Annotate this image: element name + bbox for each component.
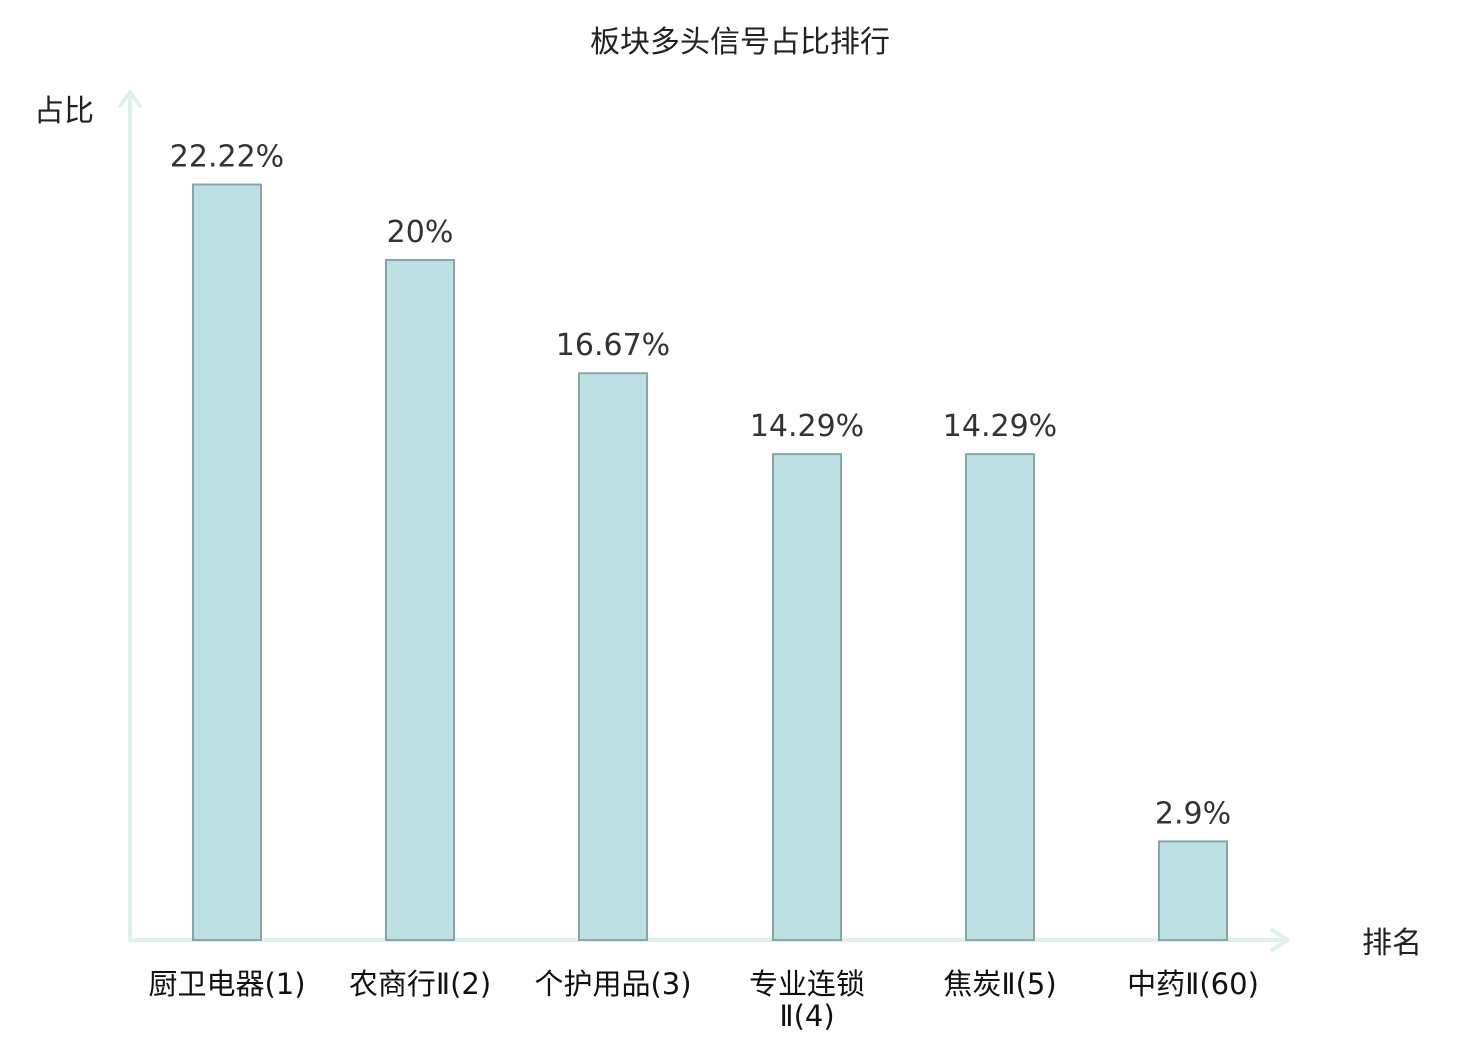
y-axis-label: 占比 xyxy=(34,94,94,129)
bar-3 xyxy=(772,453,842,941)
value-label-3: 14.29% xyxy=(750,409,864,444)
category-label-0: 厨卫电器(1) xyxy=(148,967,305,1001)
bar-4 xyxy=(965,453,1035,941)
bar-0 xyxy=(192,183,262,941)
category-label-2: 个护用品(3) xyxy=(534,967,691,1001)
y-axis: 占比 xyxy=(34,90,142,942)
category-label-3-line-1: Ⅱ(4) xyxy=(779,999,834,1033)
y-axis-arrow xyxy=(118,90,142,108)
category-label-3-line-0: 专业连锁 xyxy=(749,967,865,1001)
bar-1 xyxy=(385,259,455,941)
category-label-5: 中药Ⅱ(60) xyxy=(1127,967,1259,1001)
category-label-4: 焦炭Ⅱ(5) xyxy=(943,967,1056,1001)
bar-2 xyxy=(578,372,648,942)
x-axis: 排名 xyxy=(128,926,1422,961)
x-axis-arrow xyxy=(1270,928,1290,952)
value-label-1: 20% xyxy=(387,215,454,250)
bars-group xyxy=(192,183,1228,942)
value-label-4: 14.29% xyxy=(943,409,1057,444)
category-label-1: 农商行Ⅱ(2) xyxy=(349,967,491,1001)
chart-title: 板块多头信号占比排行 xyxy=(590,25,890,60)
value-label-2: 16.67% xyxy=(556,328,670,363)
value-label-5: 2.9% xyxy=(1155,796,1231,831)
value-label-0: 22.22% xyxy=(170,140,284,175)
bar-5 xyxy=(1158,840,1228,942)
value-labels-group: 22.22% 20% 16.67% 14.29% 14.29% 2.9% xyxy=(170,140,1231,832)
x-axis-label: 排名 xyxy=(1362,926,1422,961)
